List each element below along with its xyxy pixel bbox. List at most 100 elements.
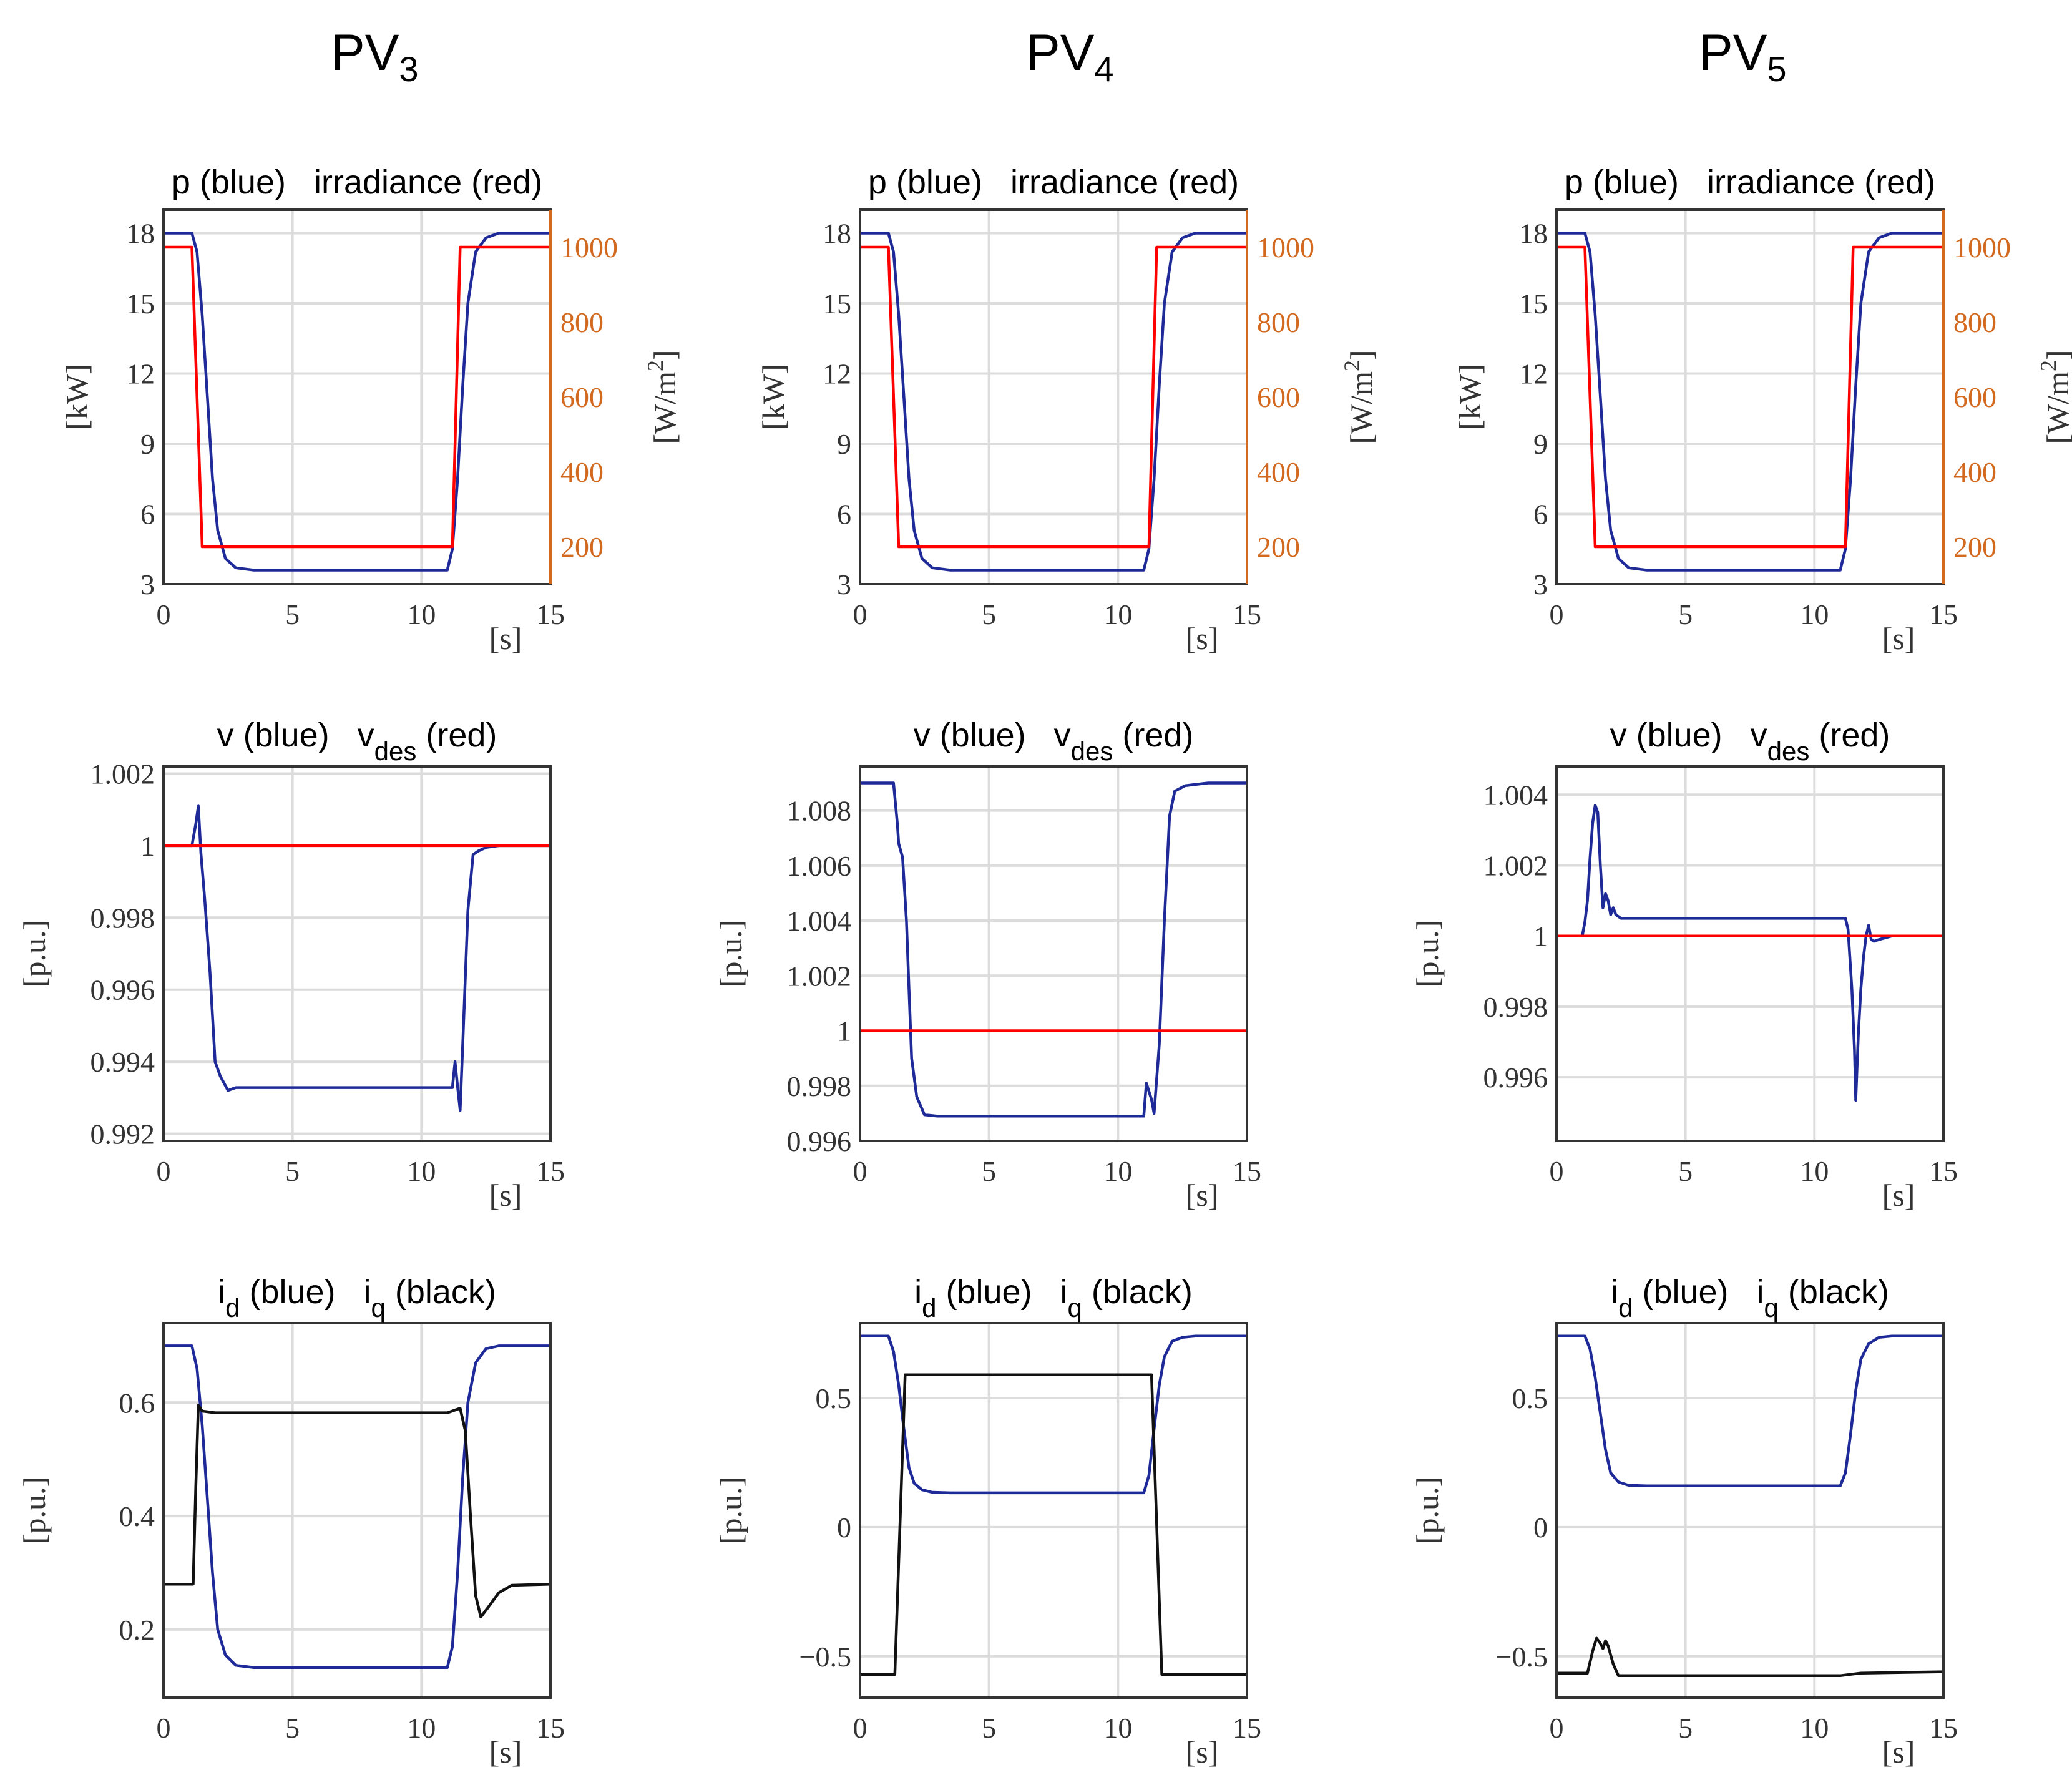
y2-axis-label: [W/m2]	[2036, 350, 2072, 444]
y-tick-label: 3	[837, 569, 851, 600]
x-tick-label: 10	[407, 1712, 436, 1744]
panel-title: id (blue) iq (black)	[218, 1273, 496, 1323]
x-tick-label: 0	[853, 1155, 867, 1187]
y2-tick-label: 800	[1953, 306, 1996, 338]
series-iq-line	[1556, 1636, 1944, 1678]
y-tick-label: 1.006	[787, 850, 852, 882]
series-v-line	[1556, 804, 1943, 1102]
x-tick-label: 15	[1929, 1155, 1958, 1187]
y-tick-label: 0.998	[787, 1070, 852, 1102]
x-axis-label: [s]	[489, 1734, 522, 1769]
x-axis-label: [s]	[1882, 1178, 1915, 1213]
y-tick-label: 0	[837, 1512, 851, 1543]
y2-tick-label: 600	[1257, 381, 1300, 413]
y-tick-label: 1.002	[90, 758, 155, 790]
y-tick-label: 1	[837, 1015, 851, 1047]
y-tick-label: 1.002	[1483, 849, 1548, 881]
x-tick-label: 15	[1233, 1155, 1261, 1187]
series-iq-line	[164, 1404, 551, 1619]
column-title-pv4-sub: 4	[1094, 49, 1113, 89]
y2-axis-label: [W/m2]	[1339, 350, 1379, 444]
plot-frame	[1555, 1322, 1945, 1699]
y-axis-label: [kW]	[756, 364, 791, 430]
x-axis-label: [s]	[1882, 1734, 1915, 1769]
y-axis-label: [p.u.]	[713, 920, 748, 987]
x-tick-label: 0	[1550, 1155, 1564, 1187]
y-axis-label: [p.u.]	[17, 1477, 52, 1544]
series-v-line	[164, 804, 550, 1112]
y2-tick-label: 800	[1257, 306, 1300, 338]
y-tick-label: 15	[1519, 288, 1548, 320]
series-irradiance-line	[1556, 245, 1943, 549]
y-tick-label: 1	[1533, 921, 1548, 952]
y-tick-label: 1.002	[787, 960, 852, 992]
x-tick-label: 15	[536, 1712, 565, 1744]
y-tick-label: 0.996	[90, 974, 155, 1006]
y-tick-label: 0.996	[1483, 1062, 1548, 1093]
series-irradiance-line	[164, 245, 550, 549]
x-tick-label: 5	[982, 1155, 996, 1187]
panel-title: p (blue) irradiance (red)	[1565, 164, 1935, 201]
x-tick-label: 5	[285, 1712, 300, 1744]
series-iq-line	[860, 1373, 1247, 1676]
y-tick-label: 0.996	[787, 1125, 852, 1157]
plot-frame	[859, 1322, 1248, 1699]
x-axis-label: [s]	[1186, 621, 1219, 656]
x-tick-label: 5	[982, 1712, 996, 1744]
x-tick-label: 0	[1550, 599, 1564, 630]
panel-pv5-power: 0 5 10 15 3 6 9 12 15 18 200 400 600 800 1000 [s] [kW] [W…	[1452, 164, 2072, 656]
y-tick-label: 6	[1533, 499, 1548, 531]
y-tick-label: 0.4	[119, 1500, 155, 1532]
y-tick-label: 1	[140, 830, 155, 862]
y2-axis-label: [W/m2]	[643, 350, 682, 444]
x-tick-label: 10	[407, 599, 436, 630]
x-tick-label: 0	[853, 1712, 867, 1744]
panel-title: id (blue) iq (black)	[914, 1273, 1193, 1323]
column-title-pv5-main: PV	[1699, 24, 1767, 81]
y-tick-label: 1.008	[787, 795, 852, 827]
panel-pv5-voltage: 0 5 10 15 0.996 0.998 1 1.002 1.004 [s] [p.u.] v (b…	[1410, 716, 1958, 1213]
column-title-pv3: PV3	[331, 24, 419, 89]
panel-title: v (blue) vdes (red)	[217, 716, 497, 766]
y2-tick-label: 400	[1953, 456, 1996, 488]
column-title-pv4-main: PV	[1026, 24, 1095, 81]
x-axis-label: [s]	[489, 621, 522, 656]
x-tick-label: 0	[157, 1712, 171, 1744]
x-tick-label: 0	[853, 599, 867, 630]
y-tick-label: 1.004	[787, 905, 852, 937]
column-title-pv3-main: PV	[331, 24, 399, 81]
panel-title: v (blue) vdes (red)	[914, 716, 1194, 766]
x-tick-label: 15	[536, 599, 565, 630]
y2-tick-label: 1000	[560, 232, 618, 263]
series-id-line	[1556, 1334, 1943, 1487]
x-tick-label: 10	[1103, 599, 1132, 630]
y-tick-label: 3	[140, 569, 155, 600]
y-tick-label: 12	[1519, 358, 1548, 390]
x-tick-label: 15	[1233, 1712, 1261, 1744]
column-title-pv5-sub: 5	[1767, 49, 1786, 89]
x-tick-label: 15	[1233, 599, 1261, 630]
plot-frame	[859, 208, 1248, 585]
column-title-pv4: PV4	[1026, 24, 1114, 89]
x-axis-label: [s]	[1186, 1178, 1219, 1213]
y-tick-label: 0.998	[90, 902, 155, 934]
series-p-line	[1556, 232, 1943, 572]
y-tick-label: 0	[1533, 1512, 1548, 1543]
y-tick-label: −0.5	[799, 1641, 851, 1673]
y-tick-label: 1.004	[1483, 779, 1548, 811]
x-tick-label: 10	[1103, 1155, 1132, 1187]
series-id-line	[164, 1344, 550, 1670]
x-tick-label: 15	[1929, 1712, 1958, 1744]
y-tick-label: 6	[837, 499, 851, 531]
plot-frame	[1555, 765, 1945, 1142]
panel-pv4-current: 0 5 10 15 −0.5 0 0.5 [s] [p.u.] id (blue) iq (bla…	[713, 1273, 1261, 1769]
column-title-pv3-sub: 3	[399, 49, 418, 89]
y-axis-label: [p.u.]	[17, 920, 52, 987]
series-id-line	[860, 1334, 1247, 1495]
x-tick-label: 5	[982, 599, 996, 630]
y-tick-label: 18	[1519, 218, 1548, 250]
y2-tick-label: 600	[560, 381, 604, 413]
x-axis-label: [s]	[489, 1178, 522, 1213]
panel-pv3-voltage: 0 5 10 15 0.992 0.994 0.996 0.998 1 1.002 [s] [p.u.…	[17, 716, 565, 1213]
